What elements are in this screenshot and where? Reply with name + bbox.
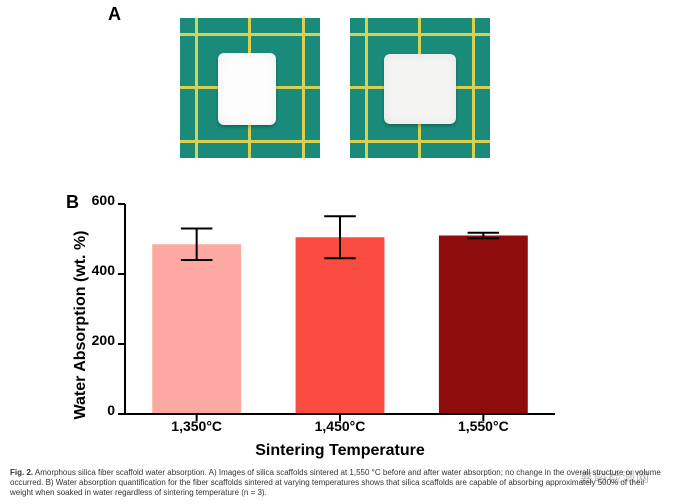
x-tick-label: 1,450°C [268,418,411,434]
watermark-text: 嘉峪检测网 [580,467,650,486]
y-tick-label: 0 [107,402,125,418]
x-axis-title: Sintering Temperature [125,442,555,460]
caption-text: Amorphous silica fiber scaffold water ab… [10,468,661,497]
sample-before [218,53,276,125]
panel-a-photos [180,18,490,158]
figure-container: A B Water Absorption (wt. %) 0200400600 [0,0,680,504]
panel-a-label: A [108,4,121,25]
photo-before [180,18,320,158]
x-tick-label: 1,350°C [125,418,268,434]
sample-after [384,54,456,124]
y-tick-label: 200 [92,332,125,348]
x-tick-labels: 1,350°C1,450°C1,550°C [125,418,555,434]
bar-chart: 0200400600 1,350°C1,450°C1,550°C Sinteri… [125,200,555,450]
photo-after [350,18,490,158]
y-axis-title: Water Absorption (wt. %) [72,0,90,200]
figure-caption: Fig. 2. Amorphous silica fiber scaffold … [10,468,670,498]
y-tick-label: 400 [92,262,125,278]
y-tick-label: 600 [92,192,125,208]
caption-lead: Fig. 2. [10,468,33,477]
x-tick-label: 1,550°C [412,418,555,434]
